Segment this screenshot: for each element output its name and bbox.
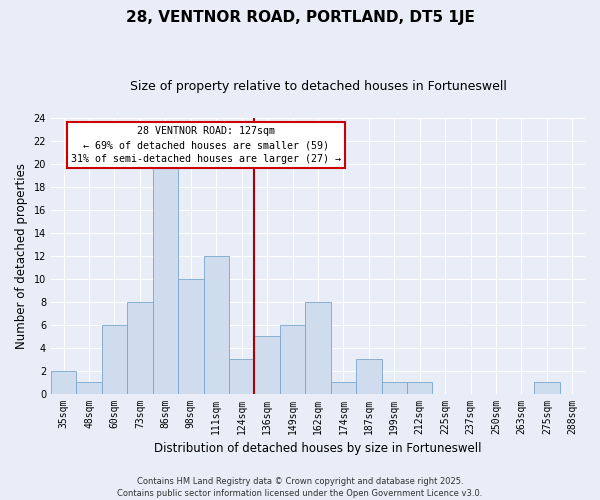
Bar (229, 359, 254, 394)
Text: Contains HM Land Registry data © Crown copyright and database right 2025.
Contai: Contains HM Land Registry data © Crown c… (118, 476, 482, 498)
Bar (331, 382, 356, 394)
Bar (280, 324, 305, 394)
Title: Size of property relative to detached houses in Fortuneswell: Size of property relative to detached ho… (130, 80, 506, 93)
Bar (203, 256, 229, 394)
Bar (102, 324, 127, 394)
Bar (76, 382, 102, 394)
Bar (407, 382, 433, 394)
Bar (305, 302, 331, 394)
Bar (51, 370, 76, 394)
Y-axis label: Number of detached properties: Number of detached properties (15, 162, 28, 348)
Bar (127, 302, 152, 394)
Bar (534, 382, 560, 394)
Text: 28 VENTNOR ROAD: 127sqm
← 69% of detached houses are smaller (59)
31% of semi-de: 28 VENTNOR ROAD: 127sqm ← 69% of detache… (71, 126, 341, 164)
Bar (356, 359, 382, 394)
Text: 28, VENTNOR ROAD, PORTLAND, DT5 1JE: 28, VENTNOR ROAD, PORTLAND, DT5 1JE (125, 10, 475, 25)
Bar (152, 164, 178, 394)
Bar (382, 382, 407, 394)
X-axis label: Distribution of detached houses by size in Fortuneswell: Distribution of detached houses by size … (154, 442, 482, 455)
Bar (178, 278, 203, 394)
Bar (254, 336, 280, 394)
